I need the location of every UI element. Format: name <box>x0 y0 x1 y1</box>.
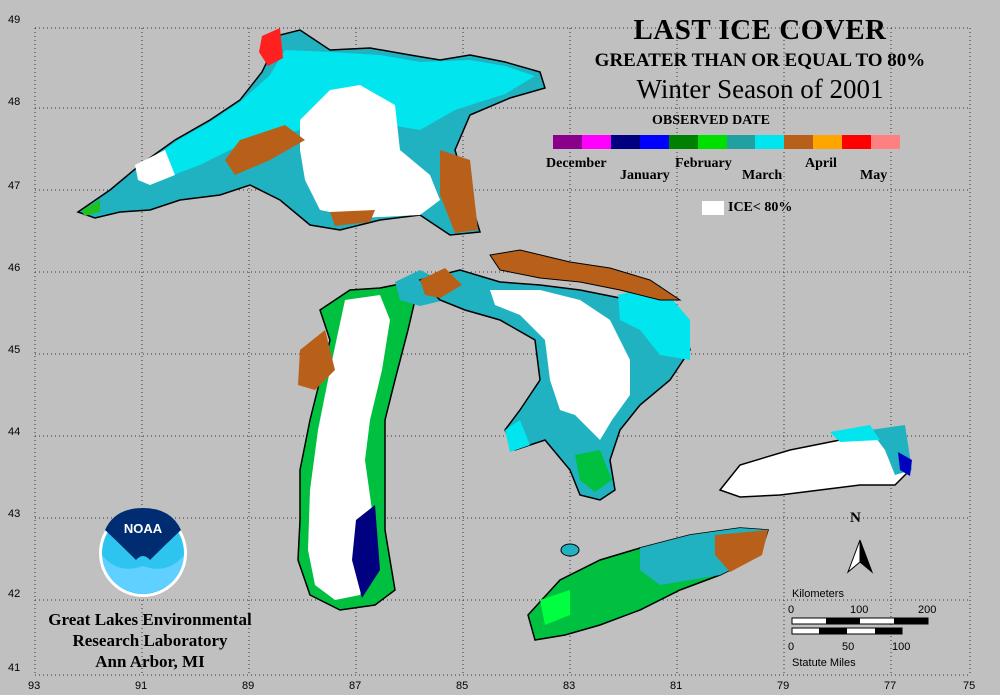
scale-km-title: Kilometers <box>792 588 844 600</box>
lat-label: 48 <box>8 96 21 108</box>
org-name-line1: Great Lakes Environmental <box>48 610 252 629</box>
lake-superior <box>76 28 546 236</box>
lake-erie <box>527 527 770 641</box>
lon-label: 81 <box>670 680 683 692</box>
lat-label: 47 <box>8 180 21 192</box>
north-label: N <box>850 510 861 526</box>
scale-km-tick: 200 <box>918 604 937 616</box>
legend-month-may: May <box>860 168 888 183</box>
legend-month-january: January <box>620 168 670 183</box>
colorbar-segment <box>813 135 843 149</box>
colorbar-segment <box>668 135 698 149</box>
legend-month-february: February <box>675 156 732 171</box>
date-colorbar <box>553 135 901 149</box>
lon-label: 91 <box>135 680 148 692</box>
map-title: LAST ICE COVER <box>633 14 887 46</box>
colorbar-segment <box>755 135 785 149</box>
lat-label: 41 <box>8 662 21 674</box>
north-arrow-icon <box>846 539 874 574</box>
scale-mi-tick: 100 <box>892 641 911 653</box>
legend-month-december: December <box>546 156 607 171</box>
colorbar-segment <box>784 135 814 149</box>
scale-km-tick: 0 <box>788 604 795 616</box>
scale-mi-tick: 50 <box>842 641 855 653</box>
colorbar-segment <box>842 135 872 149</box>
org-name-line2: Research Laboratory <box>72 631 228 650</box>
lat-label: 45 <box>8 344 21 356</box>
lat-label: 43 <box>8 508 21 520</box>
lon-label: 93 <box>28 680 41 692</box>
lat-label: 49 <box>8 14 21 26</box>
ice-legend-swatch <box>702 201 724 215</box>
lon-label: 87 <box>349 680 362 692</box>
lake-ontario <box>718 425 912 498</box>
lon-label: 85 <box>456 680 469 692</box>
noaa-logo: NOAA <box>99 508 187 597</box>
colorbar-segment <box>581 135 611 149</box>
lat-label: 42 <box>8 588 21 600</box>
season-title: Winter Season of 2001 <box>636 74 884 104</box>
lon-label: 89 <box>242 680 255 692</box>
colorbar-segment <box>871 135 901 149</box>
ice-legend-label: ICE< 80% <box>728 200 793 215</box>
map-subtitle: GREATER THAN OR EQUAL TO 80% <box>594 50 926 71</box>
colorbar-segment <box>610 135 640 149</box>
colorbar-segment <box>726 135 756 149</box>
lat-label: 44 <box>8 426 21 438</box>
legend-heading: OBSERVED DATE <box>652 113 770 128</box>
colorbar-segment <box>639 135 669 149</box>
scale-mi-tick: 0 <box>788 641 795 653</box>
colorbar-segment <box>697 135 727 149</box>
colorbar-segment <box>553 135 582 149</box>
legend-month-april: April <box>805 156 837 171</box>
lat-label: 46 <box>8 262 21 274</box>
lon-label: 79 <box>777 680 790 692</box>
north-channel <box>489 249 682 301</box>
lake-michigan <box>297 270 445 611</box>
noaa-logo-text: NOAA <box>124 521 163 536</box>
lon-label: 75 <box>963 680 976 692</box>
lake-huron <box>418 268 691 501</box>
scale-km-tick: 100 <box>850 604 869 616</box>
legend-month-march: March <box>742 168 783 183</box>
lon-label: 83 <box>563 680 576 692</box>
lake-st-clair <box>560 543 580 557</box>
scale-bar <box>791 617 929 635</box>
org-location: Ann Arbor, MI <box>95 652 205 671</box>
scale-mi-title: Statute Miles <box>792 657 856 669</box>
lon-label: 77 <box>884 680 897 692</box>
